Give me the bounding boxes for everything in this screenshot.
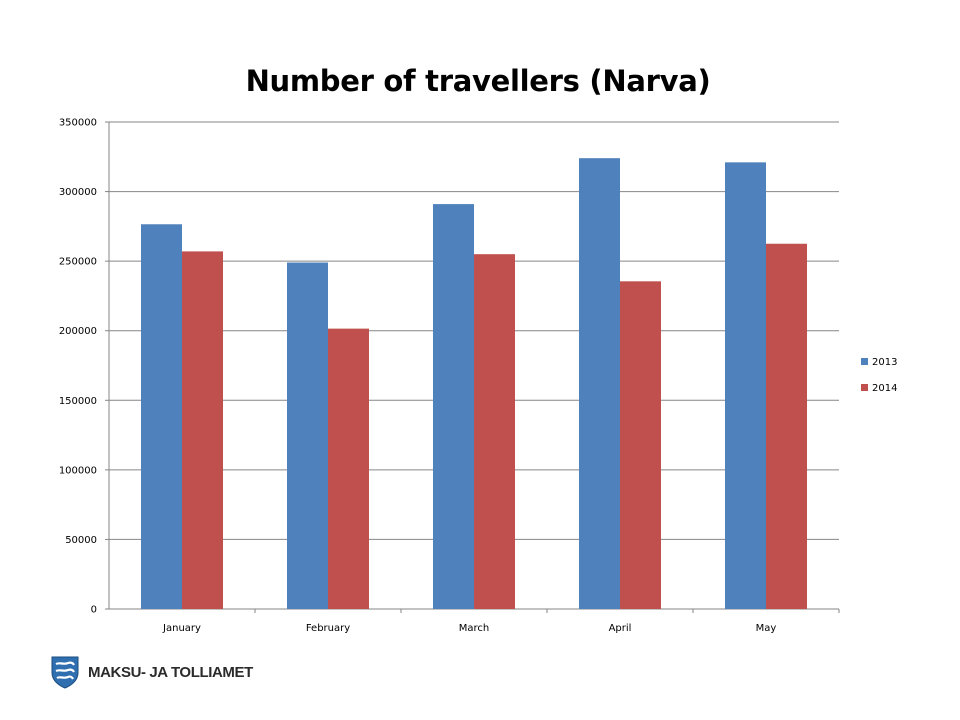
bar-2014-may [766, 243, 807, 609]
bar-2013-may [725, 162, 766, 609]
x-tick-label: March [459, 623, 489, 634]
y-tick-label: 350000 [59, 118, 97, 129]
footer: MAKSU- JA TOLLIAMET [50, 654, 253, 690]
y-tick-label: 100000 [59, 465, 97, 476]
y-tick-label: 50000 [65, 535, 97, 546]
y-tick-label: 150000 [59, 396, 97, 407]
bar-2013-april [579, 158, 620, 610]
bar-2013-january [141, 224, 182, 609]
y-tick-label: 0 [91, 605, 97, 616]
x-tick-label: February [306, 623, 350, 634]
chart-title: Number of travellers (Narva) [245, 64, 711, 98]
agency-name: MAKSU- JA TOLLIAMET [88, 663, 253, 681]
bar-2014-january [182, 251, 223, 609]
bar-2013-february [287, 262, 328, 609]
legend-label: 2013 [872, 357, 897, 368]
y-tick-label: 300000 [59, 187, 97, 198]
bar-2014-april [620, 281, 661, 609]
y-tick-label: 200000 [59, 326, 97, 337]
x-tick-label: January [162, 623, 201, 634]
bar-2013-march [433, 204, 474, 609]
coat-of-arms-shield-icon [51, 656, 79, 689]
legend-swatch-2013 [861, 358, 868, 365]
legend-label: 2014 [872, 383, 897, 394]
y-tick-label: 250000 [59, 257, 97, 268]
x-tick-label: April [609, 623, 632, 634]
legend-swatch-2014 [861, 384, 868, 391]
bar-2014-march [474, 254, 515, 609]
x-tick-label: May [756, 623, 777, 634]
bar-2014-february [328, 328, 369, 609]
